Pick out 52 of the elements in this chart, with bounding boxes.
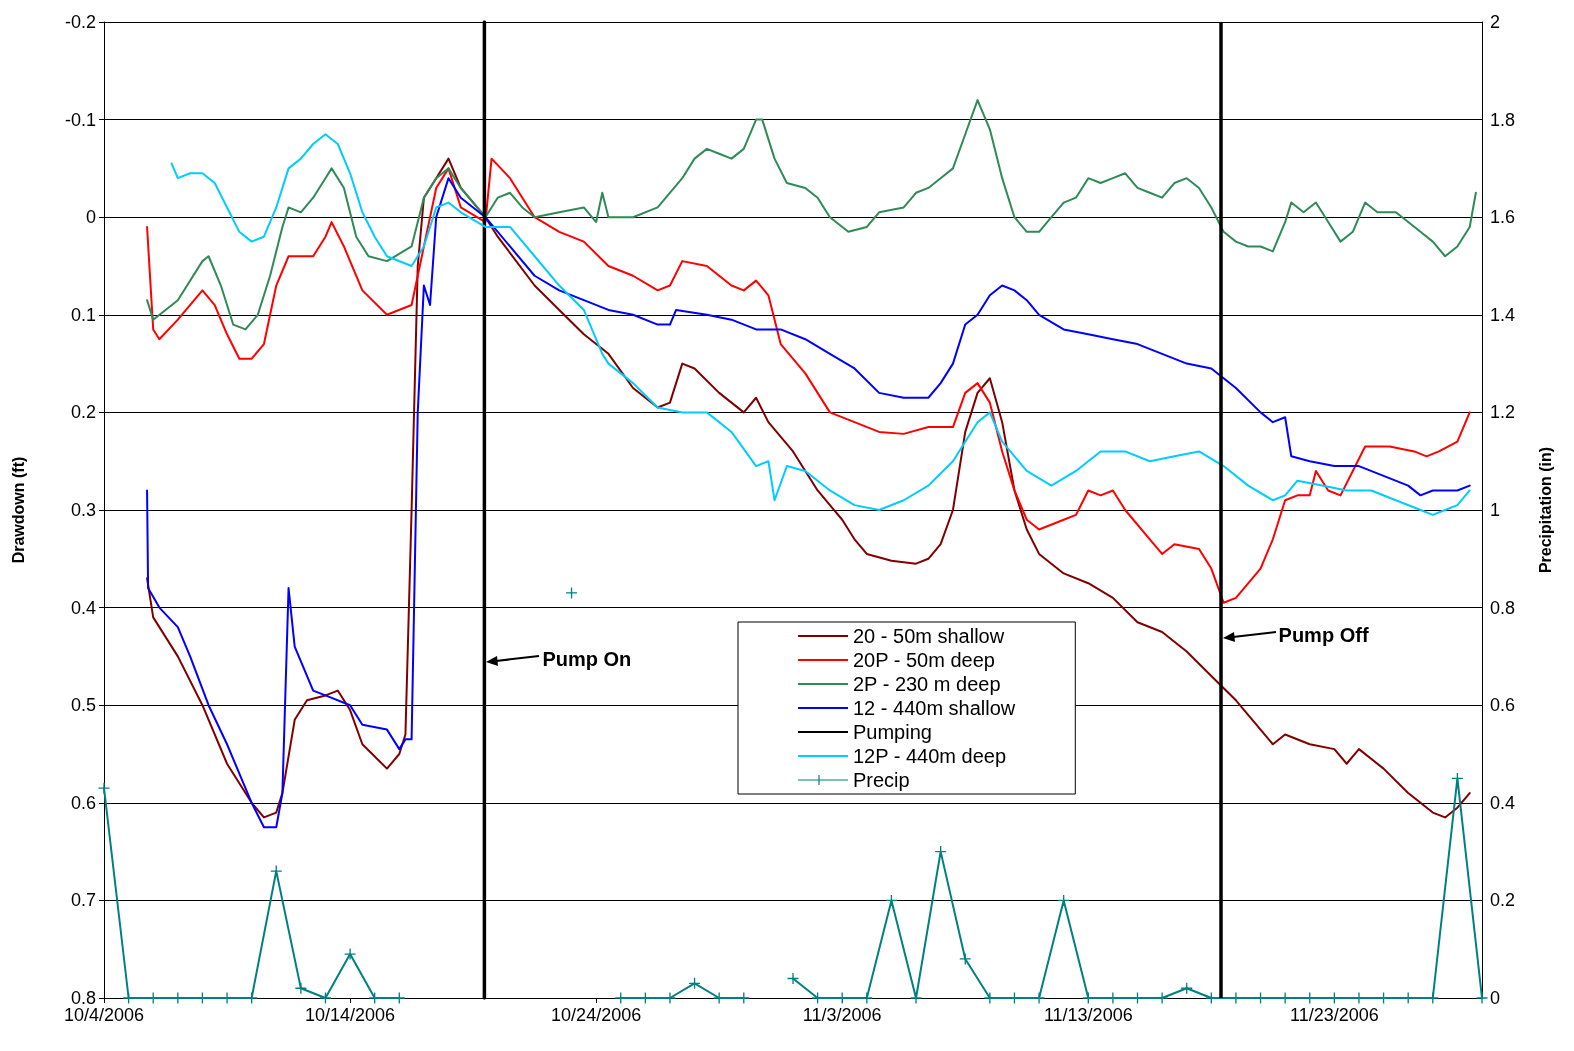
point bbox=[295, 982, 307, 994]
point bbox=[319, 992, 331, 1004]
y-tick-label: 0.5 bbox=[70, 695, 96, 716]
y-tick-label: 0.1 bbox=[70, 304, 96, 325]
legend-label: Pumping bbox=[853, 721, 932, 743]
y2-tick-label: 2 bbox=[1490, 12, 1501, 32]
x-tick-label: 10/4/2006 bbox=[63, 1005, 145, 1025]
y-tick-label: 0.7 bbox=[70, 890, 96, 911]
y2-tick-label: 1.6 bbox=[1490, 207, 1516, 228]
x-tick-label: 11/13/2006 bbox=[1043, 1005, 1133, 1025]
legend-label: Precip bbox=[853, 769, 910, 791]
y2-tick-label: 1.2 bbox=[1490, 402, 1516, 423]
x-tick-label: 11/23/2006 bbox=[1289, 1005, 1379, 1025]
y-tick-label: 0.8 bbox=[70, 988, 96, 1008]
y-tick-label: 0.4 bbox=[70, 597, 96, 618]
legend-label: 2P - 230 m deep bbox=[853, 673, 1001, 695]
point bbox=[959, 953, 971, 965]
line-series bbox=[170, 133, 1471, 516]
y-axis-title: Drawdown (ft) bbox=[9, 456, 27, 564]
legend-label: 20 - 50m shallow bbox=[853, 625, 1005, 647]
x-tick-label: 10/14/2006 bbox=[305, 1005, 396, 1025]
y2-axis-title: Precipitation (in) bbox=[1536, 446, 1554, 574]
x-tick-label: 10/24/2006 bbox=[551, 1005, 642, 1025]
y-tick-label: 0 bbox=[85, 207, 96, 228]
annotation: Pump Off bbox=[1278, 623, 1369, 647]
legend-label: 20P - 50m deep bbox=[853, 649, 995, 671]
y2-tick-label: 0 bbox=[1490, 988, 1501, 1008]
y-tick-label: -0.1 bbox=[64, 109, 96, 130]
legend-label: 12P - 440m deep bbox=[853, 745, 1007, 767]
legend-label: 12 - 440m shallow bbox=[853, 697, 1016, 719]
y2-tick-label: 0.8 bbox=[1490, 597, 1516, 618]
point bbox=[566, 587, 578, 599]
y2-tick-label: 1 bbox=[1490, 500, 1501, 520]
y-tick-label: 0.6 bbox=[70, 792, 96, 813]
point bbox=[344, 948, 356, 960]
point bbox=[1476, 992, 1488, 1004]
point bbox=[98, 782, 110, 794]
y2-tick-label: 0.4 bbox=[1490, 792, 1516, 813]
y-tick-label: 0.3 bbox=[70, 500, 96, 520]
y2-tick-label: 0.2 bbox=[1490, 890, 1516, 911]
y2-tick-label: 0.6 bbox=[1490, 695, 1516, 716]
point bbox=[270, 865, 282, 877]
y2-tick-label: 1.4 bbox=[1490, 304, 1516, 325]
y-tick-label: -0.2 bbox=[64, 12, 96, 32]
x-tick-label: 11/3/2006 bbox=[802, 1005, 882, 1025]
point bbox=[910, 992, 922, 1004]
annotation: Pump On bbox=[542, 647, 632, 671]
line-series bbox=[146, 99, 1477, 331]
y2-tick-label: 1.8 bbox=[1490, 109, 1516, 130]
y-tick-label: 0.2 bbox=[70, 402, 96, 423]
line-series bbox=[146, 157, 1471, 604]
point bbox=[787, 972, 799, 984]
